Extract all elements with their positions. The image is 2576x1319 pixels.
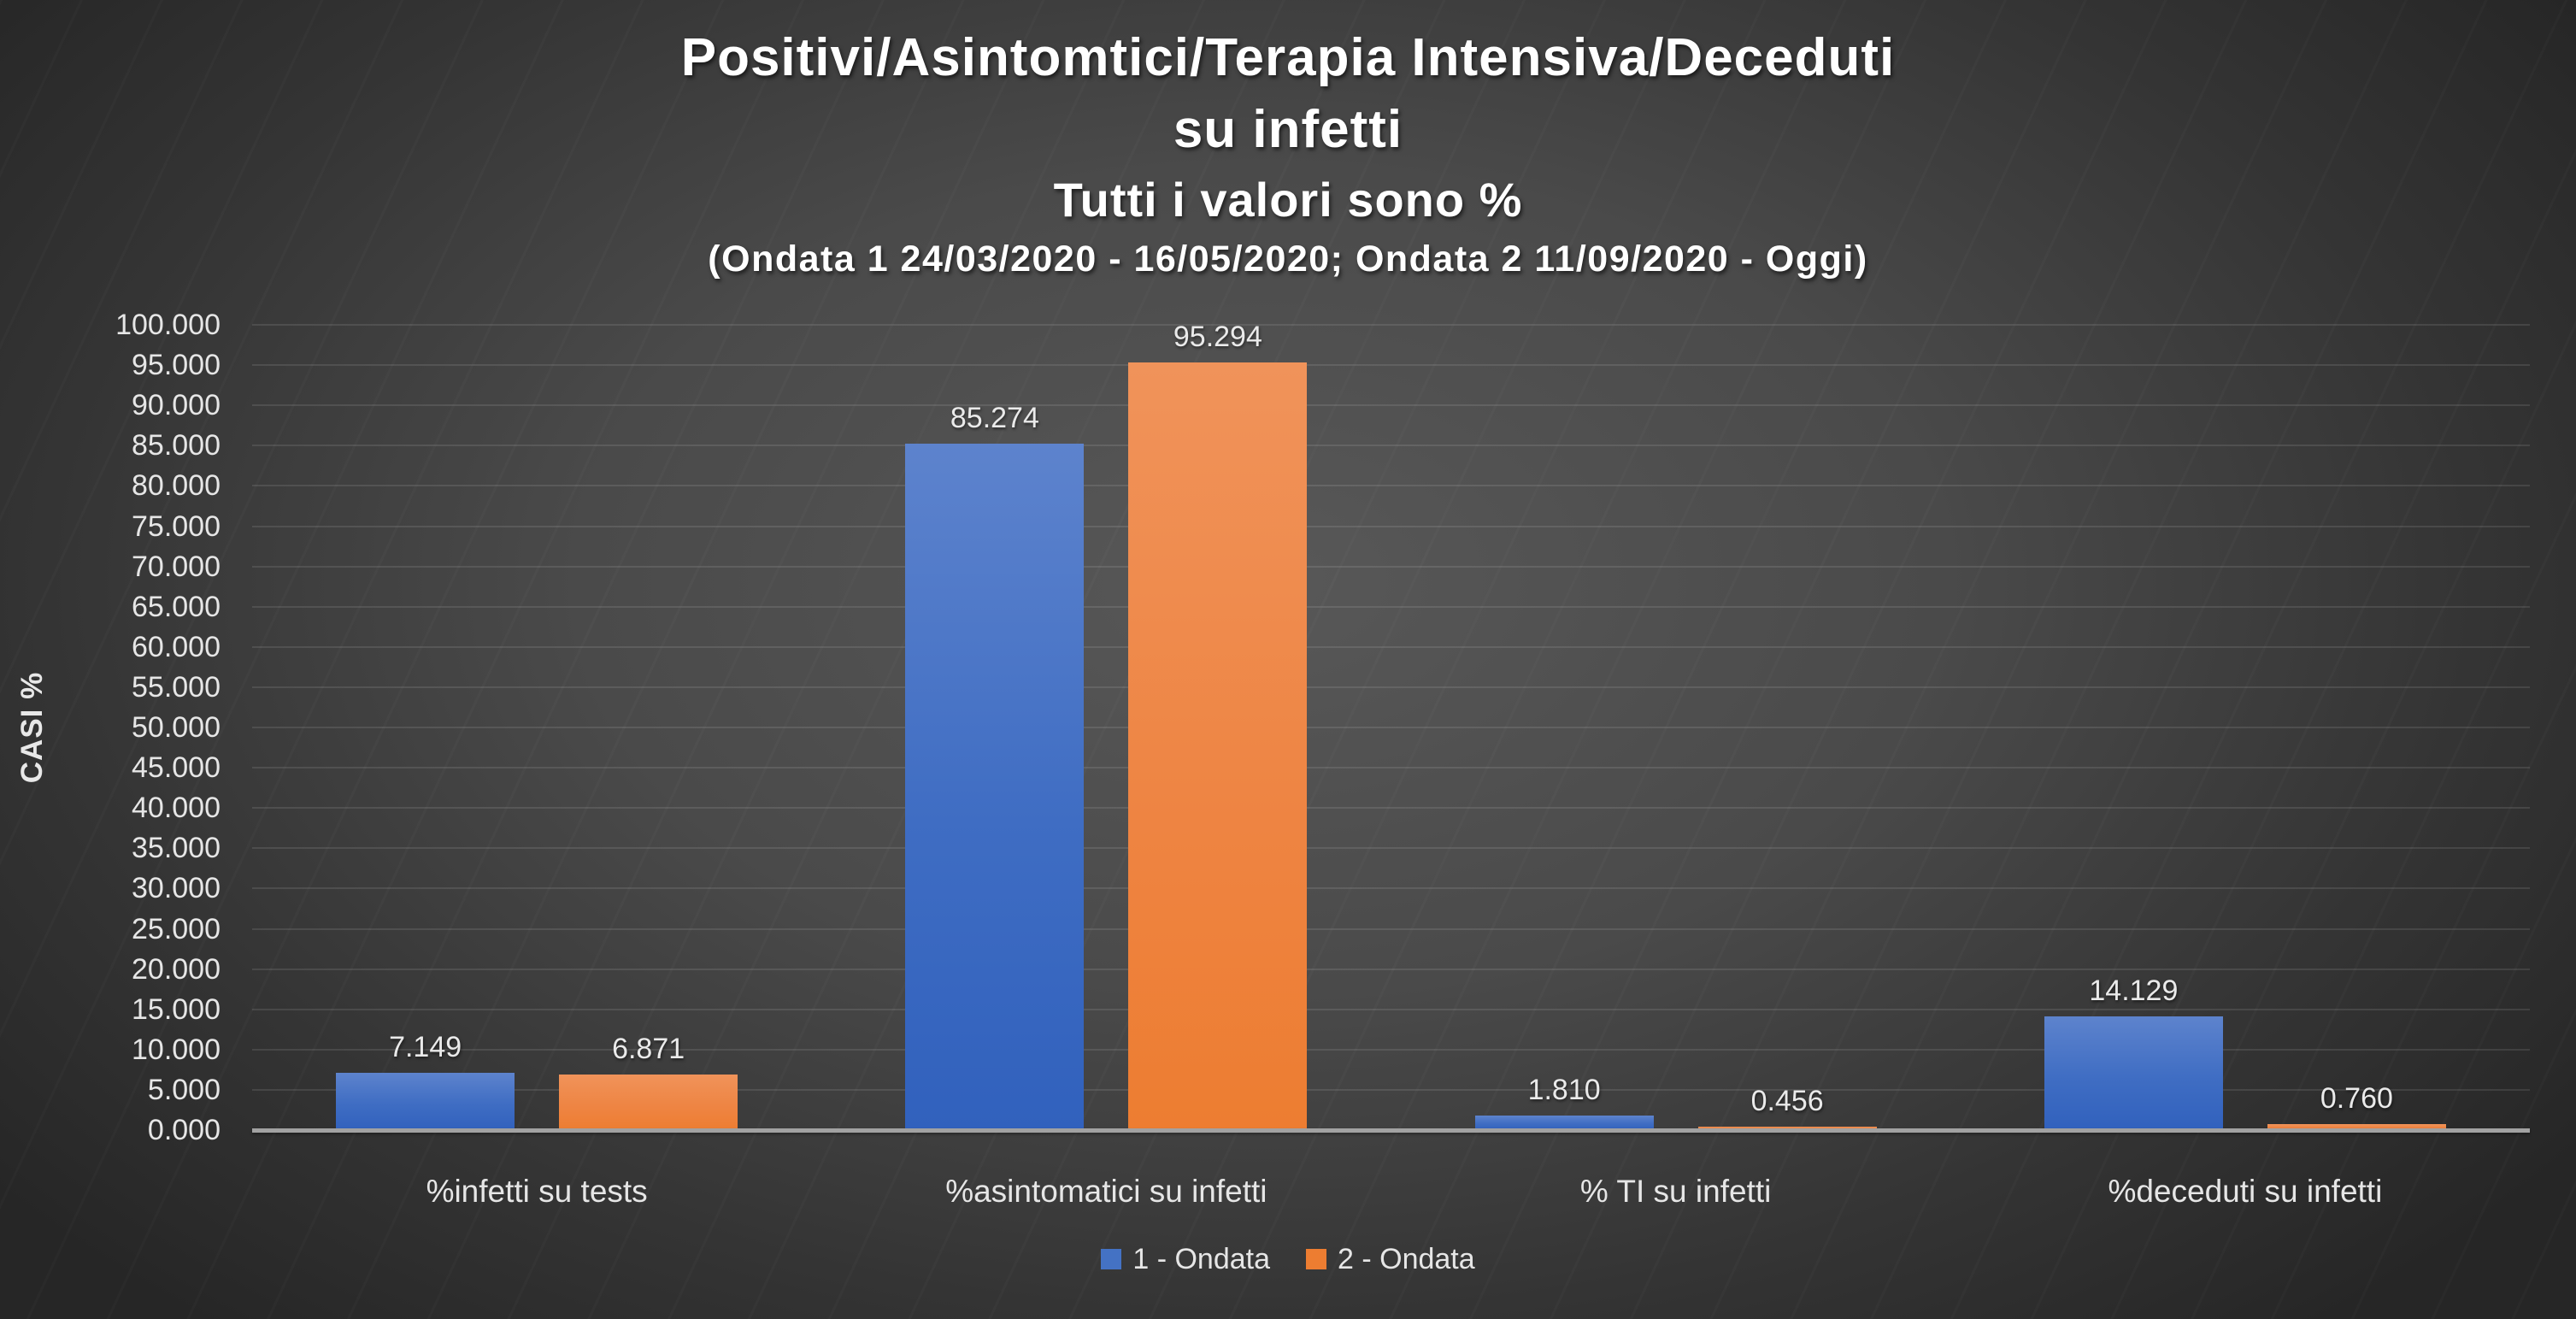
gridline [252, 324, 2530, 326]
bar-value-label: 14.129 [2089, 974, 2179, 1007]
gridline [252, 1008, 2530, 1010]
y-axis-tick-label: 80.000 [132, 469, 221, 503]
gridline [252, 445, 2530, 447]
y-axis-tick-label: 60.000 [132, 630, 221, 663]
y-axis-tick-label: 5.000 [147, 1073, 221, 1106]
gridline [252, 364, 2530, 367]
category-label: %asintomatici su infetti [945, 1174, 1267, 1209]
bar-2ondata-cat4 [2267, 1123, 2446, 1130]
bar-2ondata-cat2 [1128, 362, 1308, 1130]
category-label: %infetti su tests [426, 1174, 648, 1209]
bar-1ondata-cat2 [905, 443, 1085, 1130]
y-axis-tick-label: 45.000 [132, 751, 221, 785]
y-axis-tick-label: 95.000 [132, 349, 221, 382]
bar-value-label: 85.274 [950, 401, 1039, 434]
y-axis-tick-label: 85.000 [132, 429, 221, 462]
y-axis-tick-label: 10.000 [132, 1033, 221, 1066]
category-label: % TI su infetti [1579, 1174, 1772, 1209]
bar-1ondata-cat4 [2044, 1016, 2223, 1130]
gridline [252, 1088, 2530, 1091]
chart-title-line1: Positivi/Asintomtici/Terapia Intensiva/D… [680, 28, 1896, 87]
bar-1ondata-cat1 [336, 1072, 515, 1130]
gridline [252, 927, 2530, 930]
gridline [252, 686, 2530, 688]
bar-value-label: 7.149 [389, 1030, 462, 1063]
category-label: %deceduti su infetti [2108, 1174, 2383, 1209]
bar-value-label: 6.871 [612, 1033, 685, 1066]
gridline [252, 887, 2530, 890]
gridline [252, 565, 2530, 568]
chart-title-line3: Tutti i valori sono % [1053, 173, 1523, 227]
y-axis-tick-label: 30.000 [132, 872, 221, 905]
gridline [252, 847, 2530, 850]
gridline [252, 645, 2530, 648]
y-axis-tick-label: 15.000 [132, 992, 221, 1026]
legend-swatch [1101, 1249, 1122, 1269]
x-axis-line [252, 1128, 2530, 1133]
y-axis-tick-label: 70.000 [132, 550, 221, 583]
chart-title: Positivi/Asintomtici/Terapia Intensiva/D… [0, 22, 2576, 284]
y-axis-tick-label: 25.000 [132, 912, 221, 945]
legend-item-2ondata: 2 - Ondata [1306, 1244, 1475, 1275]
bar-value-label: 1.810 [1527, 1073, 1601, 1106]
gridline [252, 968, 2530, 970]
gridline [252, 807, 2530, 810]
gridline [252, 605, 2530, 608]
legend-item-1ondata: 1 - Ondata [1101, 1244, 1270, 1275]
y-axis-tick-label: 20.000 [132, 952, 221, 986]
legend-label: 2 - Ondata [1338, 1243, 1475, 1275]
gridline [252, 727, 2530, 728]
gridline [252, 485, 2530, 487]
y-axis-tick-label: 40.000 [132, 792, 221, 825]
bar-1ondata-cat3 [1474, 1115, 1654, 1130]
y-axis-tick-label: 90.000 [132, 389, 221, 422]
gridline [252, 404, 2530, 407]
y-axis-tick-label: 0.000 [147, 1114, 221, 1146]
bar-2ondata-cat3 [1697, 1126, 1877, 1130]
gridline [252, 525, 2530, 527]
y-axis-tick-label: 65.000 [132, 590, 221, 623]
gridline [252, 767, 2530, 769]
y-axis-tick-label: 75.000 [132, 509, 221, 543]
chart-title-line4: (Ondata 1 24/03/2020 - 16/05/2020; Ondat… [708, 238, 1868, 280]
bar-value-label: 0.456 [1750, 1084, 1824, 1117]
gridline [252, 1048, 2530, 1051]
y-axis-tick-label: 100.000 [115, 309, 221, 341]
legend-swatch [1306, 1249, 1326, 1269]
bar-value-label: 0.760 [2320, 1081, 2393, 1115]
legend-label: 1 - Ondata [1132, 1243, 1270, 1275]
y-axis-tick-label: 50.000 [132, 711, 221, 744]
bar-2ondata-cat1 [559, 1075, 738, 1130]
chart-title-line2: su infetti [1173, 100, 1403, 159]
y-axis-tick-label: 55.000 [132, 670, 221, 704]
y-axis-tick-label: 35.000 [132, 832, 221, 865]
bar-value-label: 95.294 [1173, 321, 1262, 354]
legend: 1 - Ondata 2 - Ondata [0, 1244, 2576, 1275]
